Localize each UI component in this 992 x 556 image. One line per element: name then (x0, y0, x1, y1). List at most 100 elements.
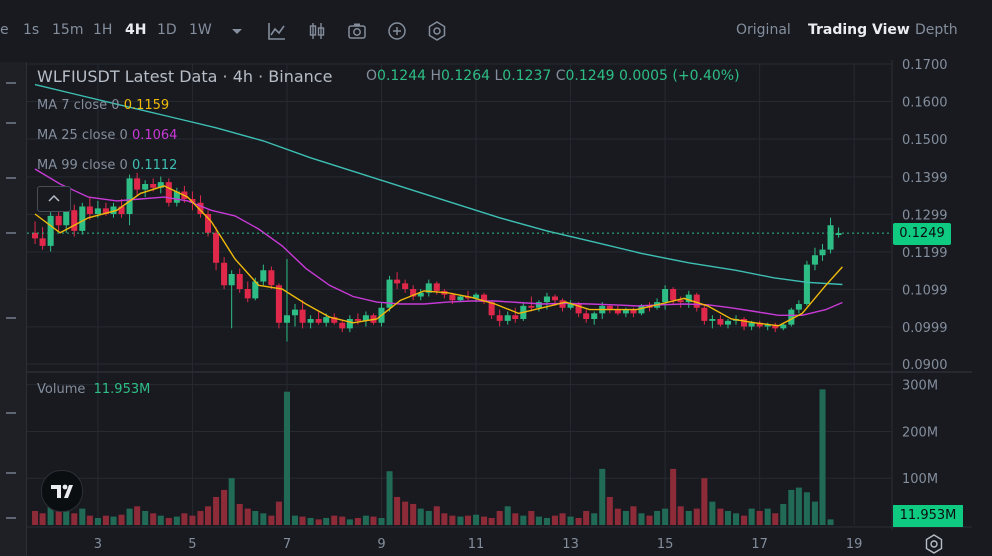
candle-body (331, 317, 338, 323)
chevron-down-icon[interactable] (226, 20, 248, 42)
volume-bar (441, 513, 448, 525)
volume-bar (205, 506, 212, 525)
interval-4h[interactable]: 4H (125, 22, 147, 38)
candle-body (819, 249, 826, 256)
candle-body (780, 324, 787, 329)
candle-body (433, 283, 440, 291)
volume-value: 11.953M (93, 382, 151, 397)
volume-bar (488, 517, 495, 525)
volume-bar (417, 508, 424, 525)
candle-body (118, 206, 125, 214)
candle-body (606, 305, 613, 310)
camera-icon[interactable] (346, 20, 368, 42)
candle-body (307, 319, 314, 323)
tradingview-logo[interactable] (41, 470, 83, 512)
volume-bar (47, 506, 54, 525)
candle-body (748, 322, 755, 327)
drawing-tools-bar[interactable] (0, 62, 27, 556)
candle-body (346, 319, 353, 329)
high-label: H (430, 68, 442, 84)
candle-body (71, 210, 78, 231)
volume-bar (221, 489, 228, 525)
close-value: 0.1249 (565, 68, 615, 84)
drawing-tool-handle[interactable] (6, 317, 16, 319)
volume-bar (481, 516, 488, 525)
volume-bar (346, 519, 353, 525)
candle-body (701, 307, 708, 321)
volume-bar (275, 501, 282, 525)
candle-body (473, 294, 480, 299)
collapse-legend-button[interactable] (37, 186, 71, 212)
candle-body (213, 232, 220, 263)
drawing-tool-handle[interactable] (6, 517, 16, 519)
ma99-legend[interactable]: MA 99 close 0 0.1112 (37, 158, 177, 173)
tab-trading-view[interactable]: Trading View (808, 22, 910, 38)
tab-depth[interactable]: Depth (915, 22, 958, 38)
date-axis-label: 9 (377, 537, 385, 552)
candle-body (323, 317, 330, 323)
volume-bar (512, 513, 519, 525)
interval-15m[interactable]: 15m (52, 22, 84, 38)
candle-body (252, 281, 259, 299)
volume-bar (473, 514, 480, 525)
volume-bar (819, 389, 826, 525)
volume-axis-label: 100M (902, 472, 938, 487)
interval-1s[interactable]: 1s (23, 22, 40, 38)
change-value: 0.0005 (+0.40%) (618, 68, 740, 84)
add-indicator-icon[interactable] (386, 20, 408, 42)
volume-bar (197, 510, 204, 525)
settings-icon[interactable] (426, 20, 448, 42)
candle-body (410, 289, 417, 297)
drawing-tool-handle[interactable] (6, 472, 16, 474)
interval-1w[interactable]: 1W (189, 22, 212, 38)
chart-title: WLFIUSDT Latest Data · 4h · Binance (37, 67, 333, 86)
chart-style-icon[interactable] (266, 20, 288, 42)
candle-body (221, 262, 228, 286)
candle-body (811, 255, 818, 265)
volume-axis-label: 200M (902, 425, 938, 440)
drawing-tool-handle[interactable] (6, 177, 16, 179)
drawing-tool-handle[interactable] (6, 232, 16, 234)
volume-bar (795, 487, 802, 525)
drawing-tool-handle[interactable] (6, 82, 16, 84)
drawing-tool-handle[interactable] (6, 412, 16, 414)
interval-partial-label[interactable]: e (0, 22, 9, 38)
candle-body (394, 279, 401, 284)
candle-body (102, 208, 109, 214)
ma7-legend[interactable]: MA 7 close 0 0.1159 (37, 98, 169, 113)
candle-body (339, 322, 346, 329)
volume-bar (323, 517, 330, 525)
volume-bar (79, 508, 86, 525)
candle-body (685, 294, 692, 303)
candle-body (260, 270, 267, 282)
volume-bar (433, 506, 440, 525)
volume-bar (315, 519, 322, 525)
last-volume-tag: 11.953M (893, 505, 963, 527)
interval-1h[interactable]: 1H (93, 22, 113, 38)
volume-bar (543, 517, 550, 525)
candle-body (63, 210, 70, 226)
volume-bar (370, 516, 377, 525)
chart-settings-gear-icon[interactable] (923, 533, 945, 555)
candles-icon[interactable] (306, 20, 328, 42)
candle-body (693, 294, 700, 308)
candle-body (591, 313, 598, 319)
candle-body (614, 309, 621, 314)
candle-body (268, 270, 275, 286)
volume-bar (173, 516, 180, 525)
volume-legend: Volume 11.953M (37, 382, 150, 397)
volume-bar (732, 513, 740, 525)
candle-body (425, 283, 432, 293)
tab-original[interactable]: Original (736, 22, 791, 38)
volume-bar (362, 515, 369, 525)
candle-body (764, 324, 771, 327)
volume-bar (520, 515, 527, 525)
interval-1d[interactable]: 1D (157, 22, 177, 38)
candle-body (741, 319, 748, 327)
volume-bar (654, 510, 661, 525)
ma25-legend[interactable]: MA 25 close 0 0.1064 (37, 128, 177, 143)
drawing-tool-handle[interactable] (6, 122, 16, 124)
ma25-line (34, 168, 843, 316)
price-axis-label: 0.0900 (902, 358, 948, 373)
